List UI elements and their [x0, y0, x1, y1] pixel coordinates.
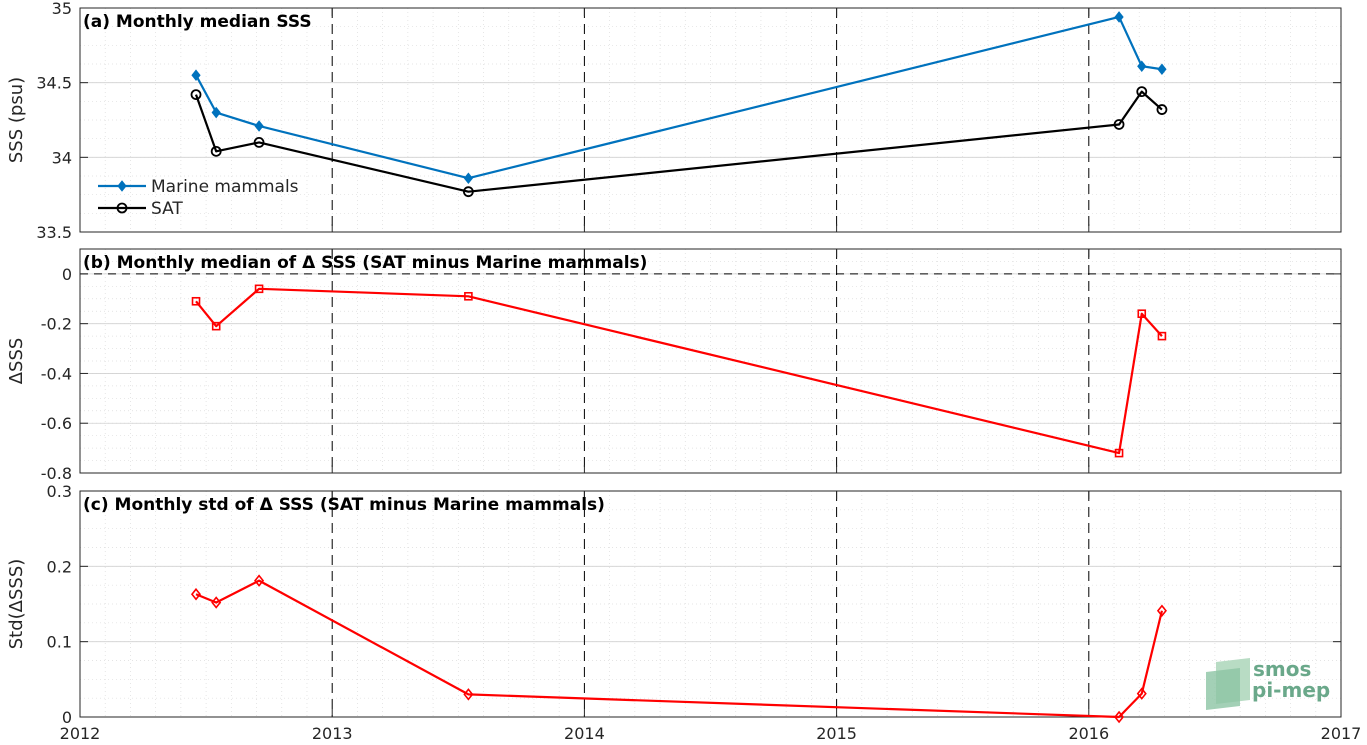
data-point [191, 69, 201, 81]
chart-panel-3: 0 0.1 0.2 0.3 2012 2013 2014 2015 2016 2017 Std(ΔS… [6, 482, 1361, 743]
data-point [1114, 448, 1124, 458]
data-point [1137, 60, 1147, 73]
data-point [1137, 309, 1147, 319]
y-tick-label: -0.8 [41, 464, 72, 483]
axes-box [79, 248, 1342, 474]
data-point [210, 145, 222, 157]
x-tick-label: 2013 [312, 724, 353, 743]
legend-marker [116, 202, 128, 214]
axes-box [79, 7, 1342, 233]
y-tick-label: -0.4 [41, 364, 72, 383]
y-tick-label: 0 [62, 708, 72, 727]
data-point [1113, 119, 1125, 130]
data-point [190, 587, 202, 601]
data-point [1156, 604, 1167, 618]
data-point [211, 106, 221, 119]
x-tick-label: 2017 [1321, 724, 1362, 743]
legend-label: Marine mammals [151, 177, 299, 197]
chart-panel-1: 33.5 34 34.5 35 SSS (psu) (a) Monthly median … [6, 0, 1342, 242]
data-point [1114, 11, 1124, 23]
x-tick-label: 2015 [816, 724, 857, 743]
data-point [1156, 104, 1168, 115]
chart-panel-2: -0.8 -0.6 -0.4 -0.2 0 ΔSSS (b) Monthly median … [6, 248, 1342, 483]
chart-panels: 33.5 34 34.5 35 SSS (psu) (a) Monthly median … [6, 0, 1361, 743]
y-tick-label: 34.5 [36, 74, 72, 93]
series-1 [191, 284, 1167, 458]
series-2 [190, 86, 1168, 198]
data-point [1136, 687, 1147, 700]
y-tick-label: 0.1 [47, 633, 72, 652]
y-tick-label: 0 [62, 265, 72, 284]
data-point [464, 291, 473, 301]
legend-label: SAT [151, 199, 183, 219]
y-axis-label: SSS (psu) [6, 77, 27, 163]
data-point [211, 321, 221, 331]
axes-box [79, 490, 1342, 718]
x-tick-label: 2012 [60, 724, 101, 743]
data-point [254, 574, 265, 587]
y-tick-label: 35 [52, 0, 72, 18]
y-tick-label: 34 [52, 148, 72, 167]
panel-title: (c) Monthly std of Δ SSS (SAT minus Mari… [83, 495, 605, 515]
y-tick-label: 33.5 [36, 223, 72, 242]
data-point [1136, 86, 1148, 98]
y-tick-label: -0.2 [41, 315, 72, 334]
smos-pi-mep-logo: smos pi-mep [1206, 657, 1330, 710]
series-line [194, 90, 1163, 193]
panel-title: (a) Monthly median SSS [83, 12, 312, 32]
y-tick-label: 0.3 [47, 482, 72, 501]
data-point [254, 284, 264, 294]
series-line [195, 287, 1163, 455]
y-axis-label: ΔSSS [6, 338, 27, 385]
series-line [195, 15, 1163, 180]
panel-title: (b) Monthly median of Δ SSS (SAT minus M… [83, 253, 647, 273]
logo-line1: smos [1253, 657, 1311, 681]
data-point [253, 136, 265, 148]
legend-marker [117, 180, 127, 192]
data-point [254, 120, 264, 132]
data-point [462, 186, 474, 198]
x-tick-label: 2016 [1068, 724, 1109, 743]
data-point [190, 89, 202, 101]
logo-line2: pi-mep [1252, 678, 1330, 702]
series-line [195, 579, 1164, 719]
logo-wave-icon [1206, 668, 1240, 710]
series-1 [191, 11, 1167, 185]
data-point [191, 296, 201, 306]
y-tick-label: 0.2 [47, 557, 72, 576]
data-point [463, 172, 474, 185]
series-1 [190, 574, 1167, 724]
data-point [1157, 63, 1167, 76]
y-tick-label: -0.6 [41, 414, 72, 433]
y-axis-label: Std(ΔSSS) [6, 559, 27, 650]
data-point [1157, 331, 1167, 341]
data-point [211, 596, 222, 609]
data-point [463, 688, 474, 701]
x-tick-label: 2014 [564, 724, 605, 743]
data-point [1114, 710, 1125, 724]
